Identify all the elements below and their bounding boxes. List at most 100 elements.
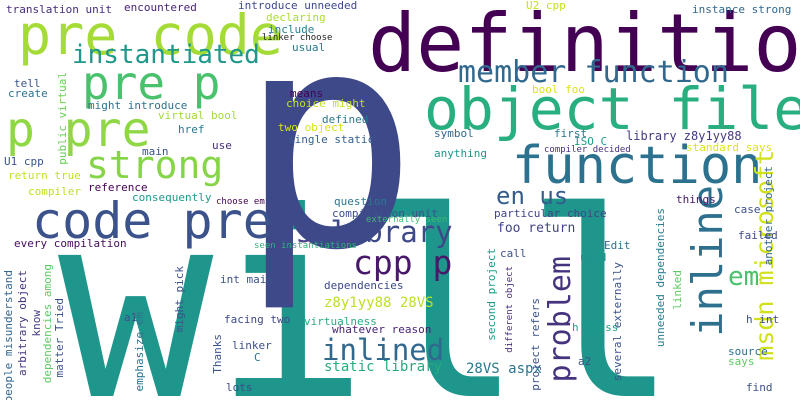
- word: p: [238, 0, 419, 316]
- word: virtualness: [304, 315, 377, 328]
- word: standard says: [686, 141, 773, 154]
- word: used: [580, 251, 607, 264]
- word: inlined: [322, 333, 445, 367]
- word: every compilation: [14, 237, 127, 250]
- word: choice might: [286, 97, 366, 110]
- word: instantiated: [72, 40, 260, 70]
- word: symbol: [434, 127, 474, 140]
- word: reference: [88, 181, 148, 194]
- word: member function: [458, 55, 729, 90]
- word: know: [30, 310, 43, 337]
- word: find: [746, 381, 773, 394]
- word: might introduce: [88, 99, 188, 112]
- word: single static: [288, 133, 375, 146]
- word: facing two: [224, 313, 291, 326]
- word: code pre: [32, 192, 273, 250]
- word: lots: [226, 381, 253, 394]
- word: C: [254, 351, 261, 364]
- word: static library: [324, 359, 443, 375]
- word: foo return: [497, 221, 576, 236]
- word: project refers: [529, 298, 542, 391]
- word: 28VS aspx: [466, 361, 542, 377]
- word: z8y1yy88 28VS: [324, 295, 434, 311]
- word: says: [728, 355, 755, 368]
- word: U1 cpp: [4, 155, 44, 168]
- word: p pre: [6, 102, 151, 158]
- word: different object: [505, 266, 515, 353]
- word: object file: [424, 75, 800, 143]
- word: en us: [496, 182, 569, 210]
- word: public virtual: [56, 72, 69, 165]
- word: tell: [14, 77, 41, 90]
- word: dependencies among: [41, 264, 54, 384]
- word: us library: [278, 215, 453, 249]
- word: second project: [485, 248, 498, 341]
- word: include: [268, 23, 315, 36]
- word: failed: [738, 229, 778, 242]
- word: definition: [368, 0, 800, 90]
- word: case: [734, 203, 761, 216]
- word: h int: [746, 313, 780, 326]
- word: another project: [762, 166, 775, 266]
- word: href: [178, 123, 205, 136]
- word: first: [554, 127, 588, 140]
- word: compiler decided: [544, 145, 631, 155]
- word: whatever reason: [332, 323, 432, 336]
- word: strong: [86, 143, 224, 187]
- word: problem: [543, 256, 578, 383]
- word: call: [500, 247, 527, 260]
- word: function: [512, 136, 763, 196]
- word: usual: [292, 41, 326, 54]
- word: ISO C: [574, 135, 608, 148]
- word: encountered: [124, 1, 197, 14]
- word: means: [290, 87, 324, 100]
- word: U2 cpp: [526, 0, 566, 12]
- word: choose em: [216, 197, 265, 207]
- word: virtual bool: [158, 109, 238, 122]
- word: em: [728, 262, 760, 292]
- word: library z8y1yy88: [626, 129, 742, 143]
- word: main: [142, 145, 169, 158]
- word: Thanks: [211, 334, 224, 374]
- word: will: [58, 157, 680, 400]
- word: Edit: [604, 239, 631, 252]
- word: h class: [572, 321, 619, 334]
- word: use: [212, 139, 232, 152]
- word: translation unit: [6, 3, 112, 16]
- word: introduce unneeded: [238, 0, 358, 12]
- word: particular choice: [494, 207, 607, 220]
- word: inline: [683, 185, 732, 337]
- word: anything: [434, 147, 487, 160]
- word: unneeded dependencies: [654, 208, 667, 348]
- word: cpp p: [353, 243, 453, 282]
- word: might pick: [173, 266, 186, 333]
- word: compilation unit: [332, 207, 438, 220]
- word: declaring: [266, 11, 326, 24]
- word: dependencies: [324, 279, 404, 292]
- word: return true: [8, 169, 81, 182]
- word: bool foo: [532, 83, 585, 96]
- word: linker choose: [262, 33, 333, 43]
- word: linked: [671, 270, 684, 310]
- word: compiler: [28, 185, 81, 198]
- word: things: [676, 193, 716, 206]
- word: matter Tried: [53, 298, 66, 378]
- word: pre code: [18, 3, 283, 67]
- word: a2: [578, 355, 592, 368]
- word: two object: [278, 121, 345, 134]
- word: seen instantiations: [254, 241, 357, 251]
- word: consequently: [132, 191, 212, 204]
- word: source: [728, 345, 768, 358]
- word: emphasize em: [133, 312, 146, 392]
- word: people misunderstand: [2, 270, 15, 400]
- word: question: [334, 195, 387, 208]
- word: instance strong: [692, 3, 792, 16]
- word: pre p: [82, 56, 221, 110]
- word: linker: [232, 339, 272, 352]
- word: a1: [124, 311, 138, 324]
- word: int main: [220, 273, 273, 286]
- word: create: [8, 87, 48, 100]
- word: arbitrary object: [16, 270, 29, 376]
- word: defined: [322, 113, 369, 126]
